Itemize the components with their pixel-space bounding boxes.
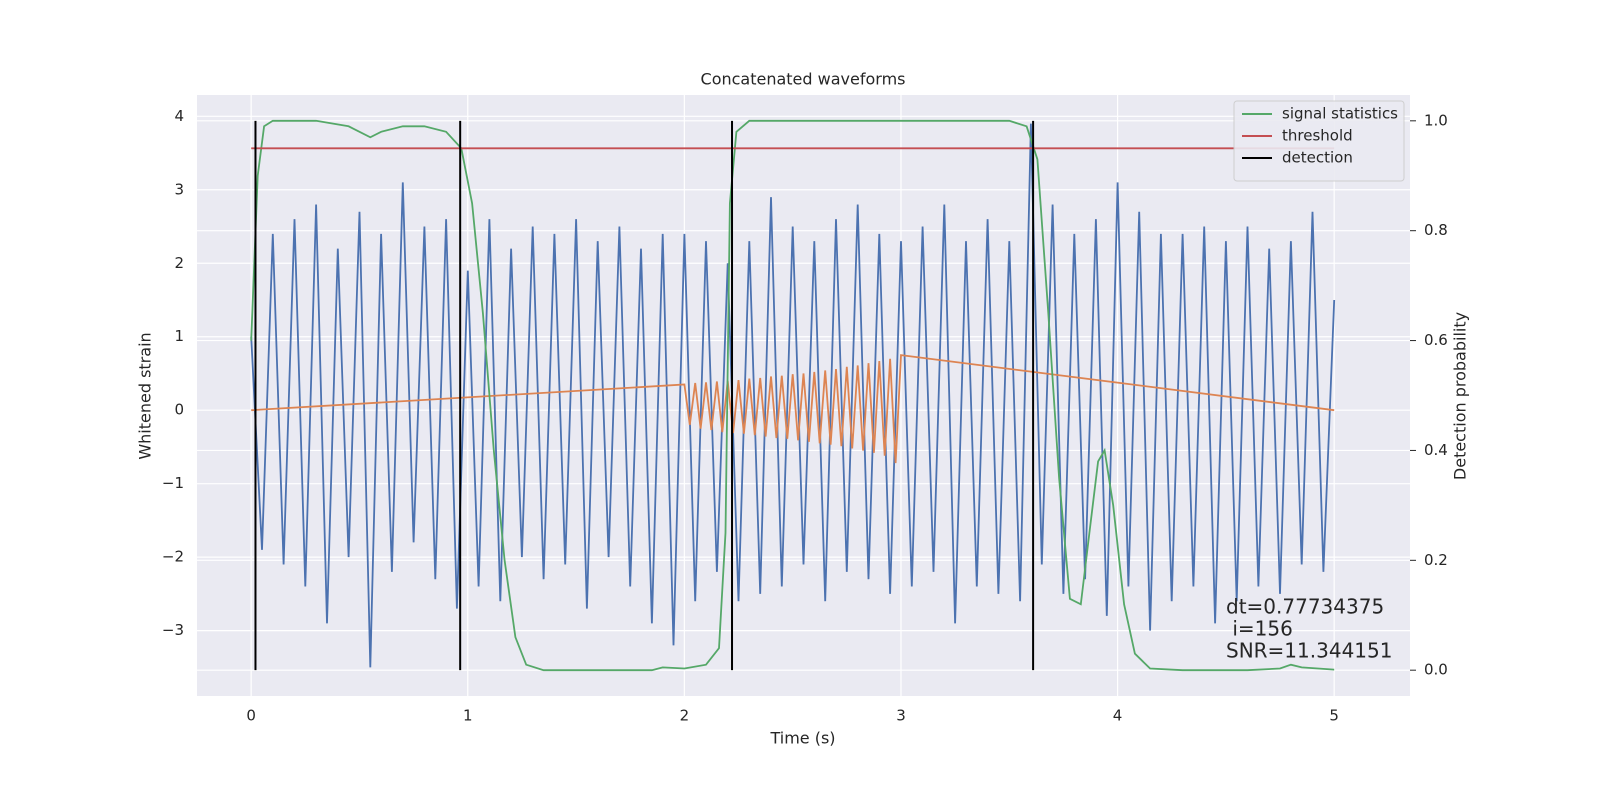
y-tick-label: 2	[174, 254, 184, 272]
x-tick-label: 5	[1329, 707, 1339, 725]
x-tick-label: 3	[896, 707, 906, 725]
y2-tick-label: 0.6	[1424, 331, 1448, 349]
x-tick-label: 0	[246, 707, 256, 725]
y-tick-label: 4	[174, 107, 184, 125]
legend-label: detection	[1282, 149, 1353, 167]
legend: signal statistics threshold detection	[1233, 100, 1405, 182]
y-tick-label: 0	[174, 401, 184, 419]
x-axis-label: Time (s)	[769, 729, 835, 748]
annotation: dt=0.77734375	[1226, 595, 1384, 619]
labels: Concatenated waveforms Time (s) Whitened…	[136, 70, 1470, 748]
series-line	[250, 123, 1336, 668]
y2-tick-label: 0.4	[1424, 441, 1448, 459]
x-tick-label: 2	[680, 707, 690, 725]
annotation: SNR=11.344151	[1226, 639, 1392, 663]
marks	[250, 119, 1336, 672]
y2-tick-label: 0.0	[1424, 661, 1448, 679]
y2-tick-label: 1.0	[1424, 111, 1448, 129]
annotation: i=156	[1226, 617, 1293, 641]
legend-label: signal statistics	[1282, 105, 1398, 123]
legend-label: threshold	[1282, 127, 1353, 145]
y-tick-label: −1	[162, 474, 184, 492]
plot-area	[197, 95, 1410, 696]
y-tick-label: −3	[162, 621, 184, 639]
y2-tick-label: 0.8	[1424, 221, 1448, 239]
chart-title: Concatenated waveforms	[701, 70, 906, 89]
x-tick-label: 1	[463, 707, 473, 725]
x-tick-label: 4	[1113, 707, 1123, 725]
series-line	[251, 354, 1335, 464]
y-tick-label: 1	[174, 327, 184, 345]
legend-box	[1233, 100, 1405, 182]
y-tick-label: −2	[162, 548, 184, 566]
y-axis-label: Whitened strain	[136, 332, 155, 459]
series-line	[250, 119, 1335, 672]
y2-tick-label: 0.2	[1424, 551, 1448, 569]
y2-axis-label: Detection probability	[1451, 312, 1470, 480]
y-tick-label: 3	[174, 180, 184, 198]
